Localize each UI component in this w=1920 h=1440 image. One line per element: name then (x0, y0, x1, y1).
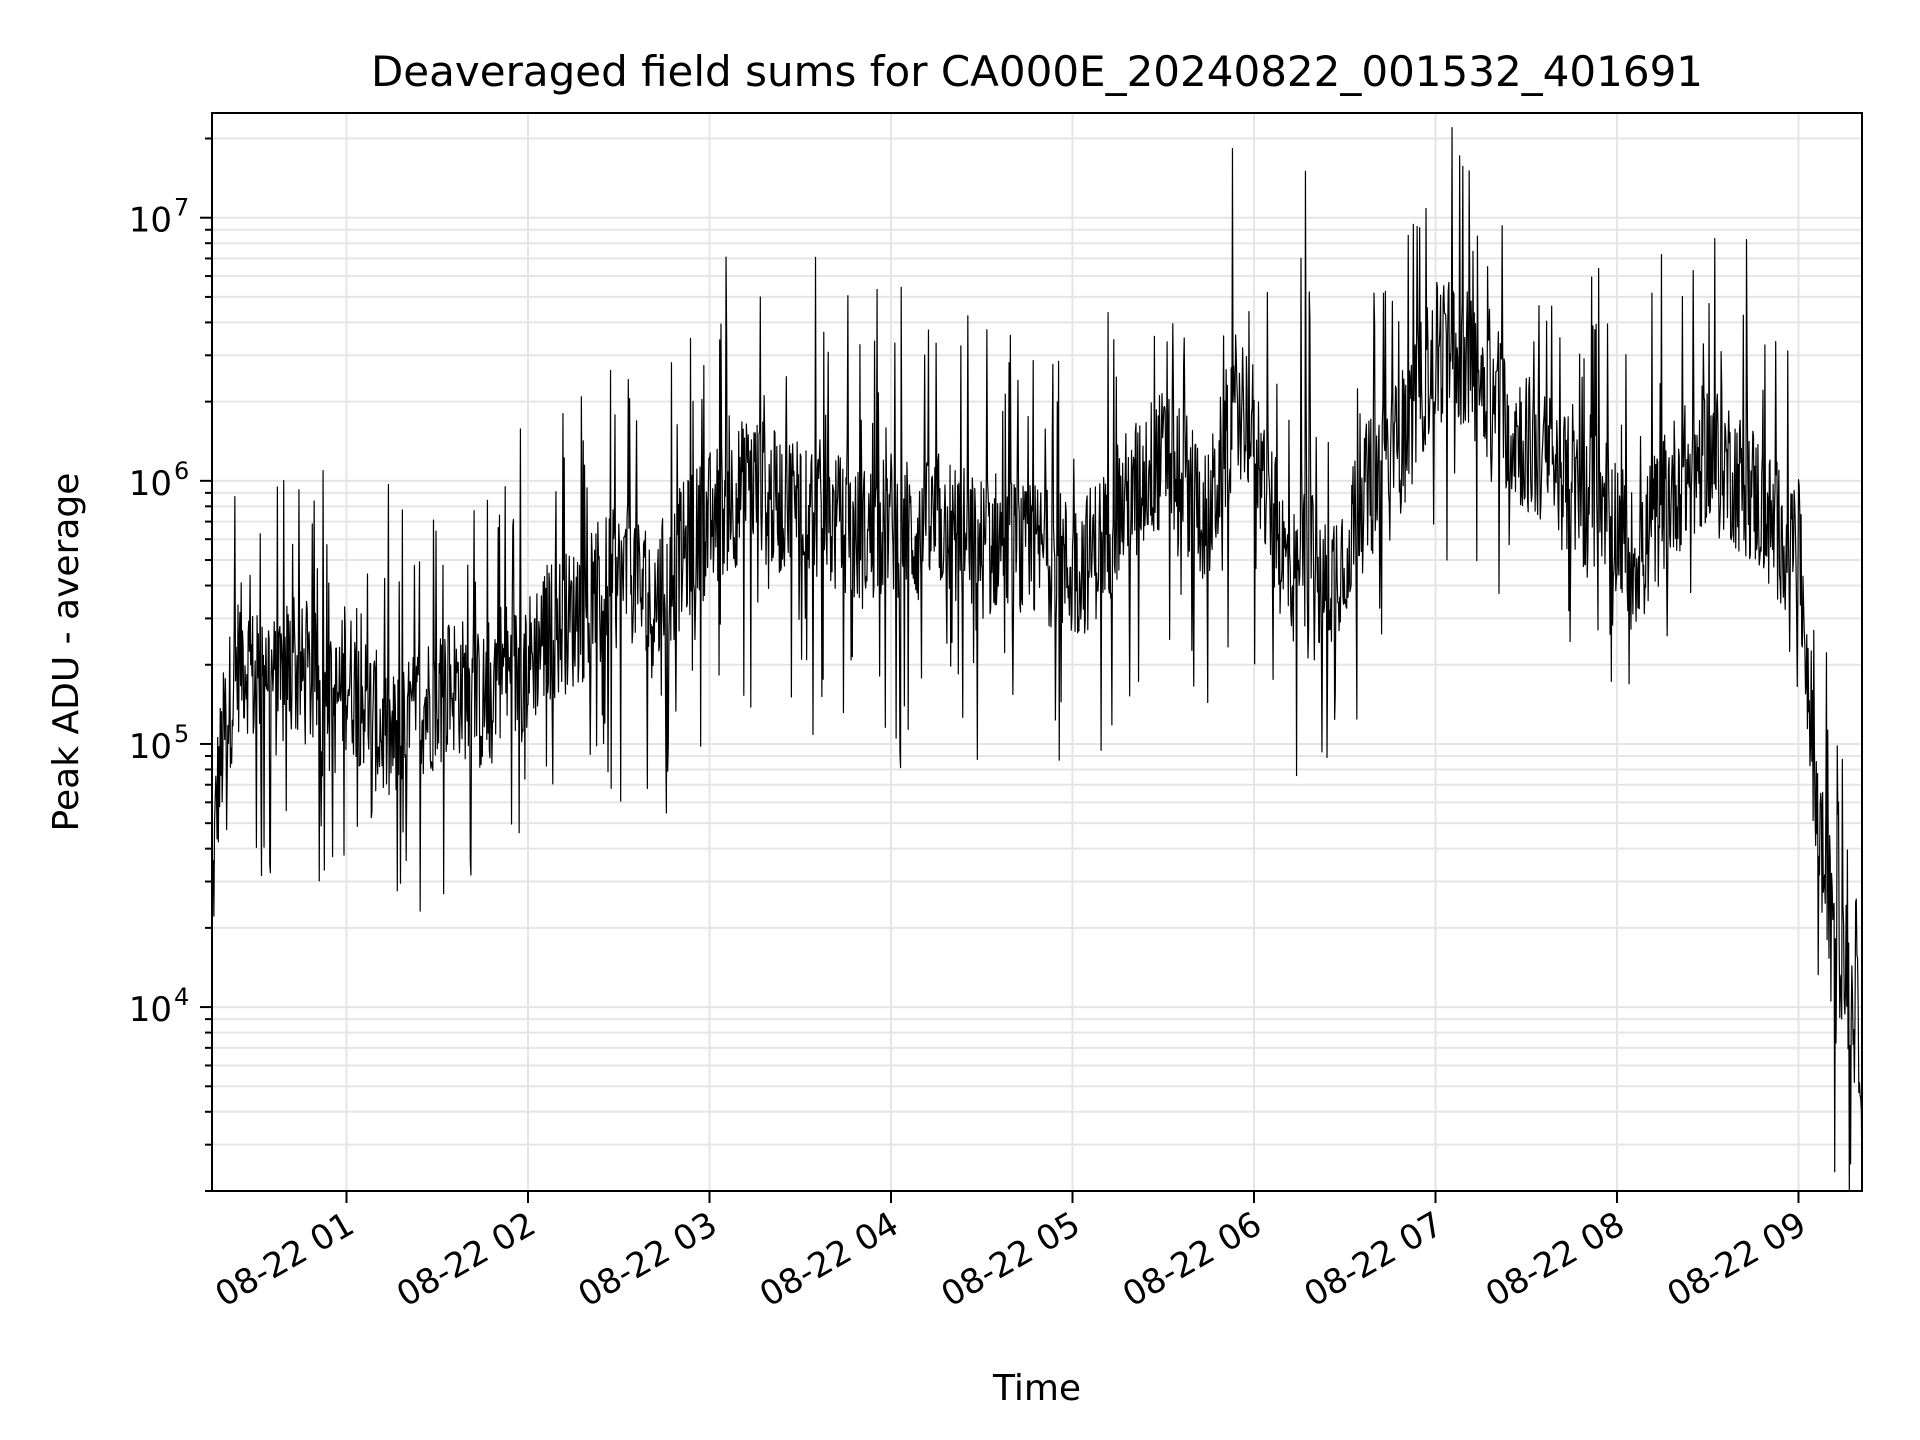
y-tick-label: 10 (129, 201, 172, 241)
grid (212, 113, 1862, 1192)
y-tick-label: 10 (129, 990, 172, 1030)
y-axis-label: Peak ADU - average (46, 473, 87, 832)
y-tick-base: 10 (129, 464, 172, 504)
y-tick-label: 10 (129, 727, 172, 767)
y-tick-exponent: 6 (174, 457, 189, 485)
x-axis-label: Time (992, 1368, 1081, 1409)
chart-title: Deaveraged field sums for CA000E_2024082… (371, 47, 1703, 96)
y-tick-exponent: 5 (174, 720, 189, 748)
data-series (211, 127, 1863, 1192)
y-tick-base: 10 (129, 727, 172, 767)
y-tick-label: 10 (129, 464, 172, 504)
series-line (211, 127, 1863, 1192)
y-tick-base: 10 (129, 990, 172, 1030)
y-tick-base: 10 (129, 201, 172, 241)
plot-frame (211, 112, 1863, 1192)
y-tick-exponent: 7 (174, 194, 189, 222)
y-tick-exponent: 4 (174, 983, 189, 1011)
